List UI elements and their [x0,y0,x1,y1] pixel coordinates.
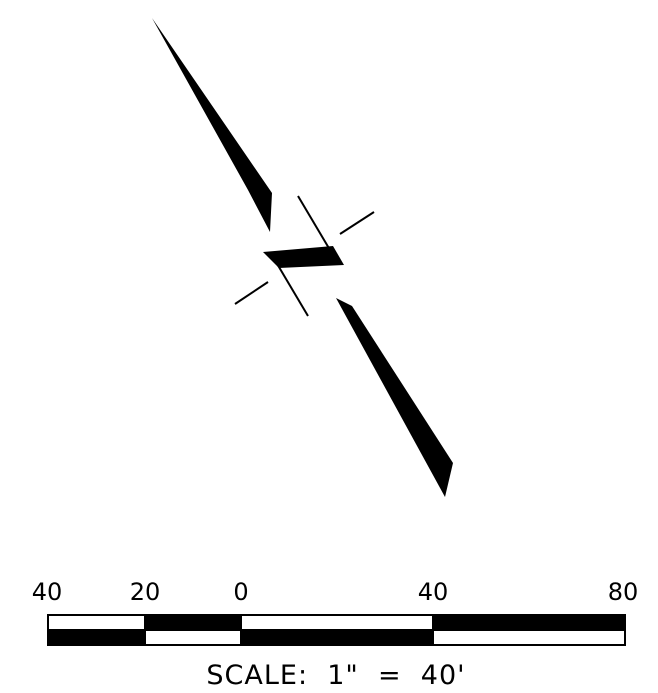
crosshair-tick-lower-left [234,281,269,305]
north-arrow-symbol [152,18,453,497]
scale-cell-top-1 [47,614,146,631]
upper-needle [152,18,272,232]
center-break-bar [263,246,344,268]
scale-label-0: 0 [233,578,248,606]
crosshair-tick-lower-right [275,261,309,317]
scale-cell-top-4 [432,614,626,631]
scale-cell-bottom-2 [144,629,242,646]
scale-cell-bottom-3 [240,629,434,646]
crosshair-tick-upper-right [339,211,375,235]
scale-cell-bottom-4 [432,629,626,646]
scale-bar: 40 20 0 40 80 SCALE: 1" = 40' [32,578,639,691]
scale-label-20: 20 [130,578,161,606]
crosshair-tick-upper-left [297,195,331,251]
lower-needle [336,298,453,497]
scale-label-80: 80 [608,578,639,606]
scale-title: SCALE: 1" = 40' [206,660,465,691]
scale-cell-top-3 [240,614,434,631]
scale-bar-frame [47,614,626,646]
scale-cell-bottom-1 [47,629,146,646]
scale-label-40-left: 40 [32,578,63,606]
scale-cell-top-2 [144,614,242,631]
scale-label-40-right: 40 [418,578,449,606]
